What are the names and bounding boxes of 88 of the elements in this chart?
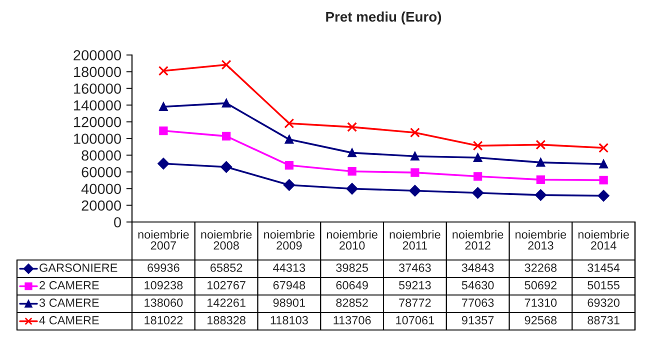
point — [347, 122, 358, 132]
y-tick-label: 120000 — [74, 116, 122, 128]
point — [536, 158, 545, 167]
y-tick-label: 20000 — [82, 200, 122, 211]
data-label: 32268 — [524, 264, 557, 272]
data-label: 181022 — [144, 316, 183, 324]
legend-label: 2 CAMERE — [40, 281, 99, 290]
data-label: 44313 — [273, 264, 306, 272]
point — [284, 135, 294, 144]
data-label: 39825 — [336, 264, 368, 272]
data-label: 67948 — [273, 281, 306, 290]
data-label: 50692 — [524, 281, 557, 290]
data-label: 92568 — [524, 316, 557, 324]
data-label: 77063 — [462, 298, 494, 307]
data-label: 102767 — [208, 281, 246, 290]
point — [348, 148, 356, 158]
point — [474, 153, 482, 162]
point — [221, 60, 232, 70]
point — [472, 140, 483, 151]
data-label: 31454 — [588, 264, 620, 272]
data-label: 109238 — [144, 281, 183, 290]
data-label: 88731 — [588, 316, 620, 324]
point — [472, 187, 484, 199]
data-label: 113706 — [334, 316, 371, 324]
data-label: 98901 — [273, 298, 306, 307]
y-tick-label: 200000 — [74, 50, 122, 60]
point — [534, 189, 546, 201]
data-label: 142261 — [208, 298, 246, 307]
point — [410, 152, 420, 161]
legend-label: GARSONIERE — [40, 264, 118, 272]
point — [410, 168, 420, 177]
data-label: 71310 — [524, 298, 557, 307]
data-label: 60649 — [336, 281, 368, 290]
data-label: 37463 — [398, 264, 431, 272]
chart-title: Pret mediu (Euro) — [326, 12, 442, 24]
legend-label: 4 CAMERE — [39, 316, 99, 324]
point — [598, 190, 610, 202]
y-tick-label: 160000 — [74, 84, 122, 94]
point — [599, 176, 608, 184]
data-label: 50155 — [588, 281, 620, 290]
data-label: 65852 — [210, 264, 242, 272]
point — [284, 118, 294, 128]
y-tick-label: 180000 — [74, 66, 122, 78]
point — [474, 172, 482, 181]
data-label: 69936 — [148, 264, 180, 272]
point — [599, 160, 608, 168]
x-tick-label: noiembrie 2007 — [138, 230, 189, 250]
point — [222, 98, 231, 108]
data-label: 118103 — [270, 316, 308, 324]
point — [348, 167, 356, 176]
y-tick-label: 80000 — [82, 150, 122, 161]
data-label: 107061 — [396, 316, 434, 324]
point — [346, 183, 358, 194]
x-tick-label: noiembrie 2012 — [452, 230, 504, 250]
data-label: 34843 — [462, 264, 494, 272]
point — [284, 160, 294, 170]
point — [222, 132, 231, 140]
x-tick-label: noiembrie 2013 — [516, 230, 566, 250]
data-label: 91357 — [462, 316, 494, 324]
data-label: 138060 — [144, 298, 183, 307]
y-tick-label: 100000 — [74, 134, 122, 144]
point — [536, 175, 545, 184]
point — [410, 128, 420, 138]
x-tick-label: noiembrie 2009 — [264, 230, 315, 250]
x-tick-label: noiembrie 2014 — [578, 230, 629, 250]
y-tick-label: 40000 — [81, 184, 122, 194]
data-label: 54630 — [462, 281, 494, 290]
legend-label: 3 CAMERE — [39, 298, 99, 307]
x-tick-label: noiembrie 2008 — [201, 230, 252, 250]
data-label: 78772 — [399, 298, 431, 307]
point — [536, 140, 546, 150]
y-tick-label: 60000 — [82, 167, 122, 178]
point — [159, 102, 168, 112]
x-tick-label: noiembrie 2011 — [390, 230, 440, 250]
y-tick-label: 0 — [114, 217, 122, 228]
point — [409, 184, 421, 196]
data-label: 59213 — [398, 281, 431, 290]
point — [159, 126, 168, 136]
point — [158, 158, 170, 170]
point — [598, 142, 609, 153]
data-label: 69320 — [588, 298, 620, 307]
data-label: 82852 — [336, 298, 368, 307]
point — [220, 161, 232, 173]
point — [158, 66, 168, 76]
x-tick-label: noiembrie 2010 — [326, 230, 378, 250]
data-label: 188328 — [208, 316, 246, 324]
y-tick-label: 140000 — [74, 100, 122, 111]
point — [283, 179, 295, 191]
